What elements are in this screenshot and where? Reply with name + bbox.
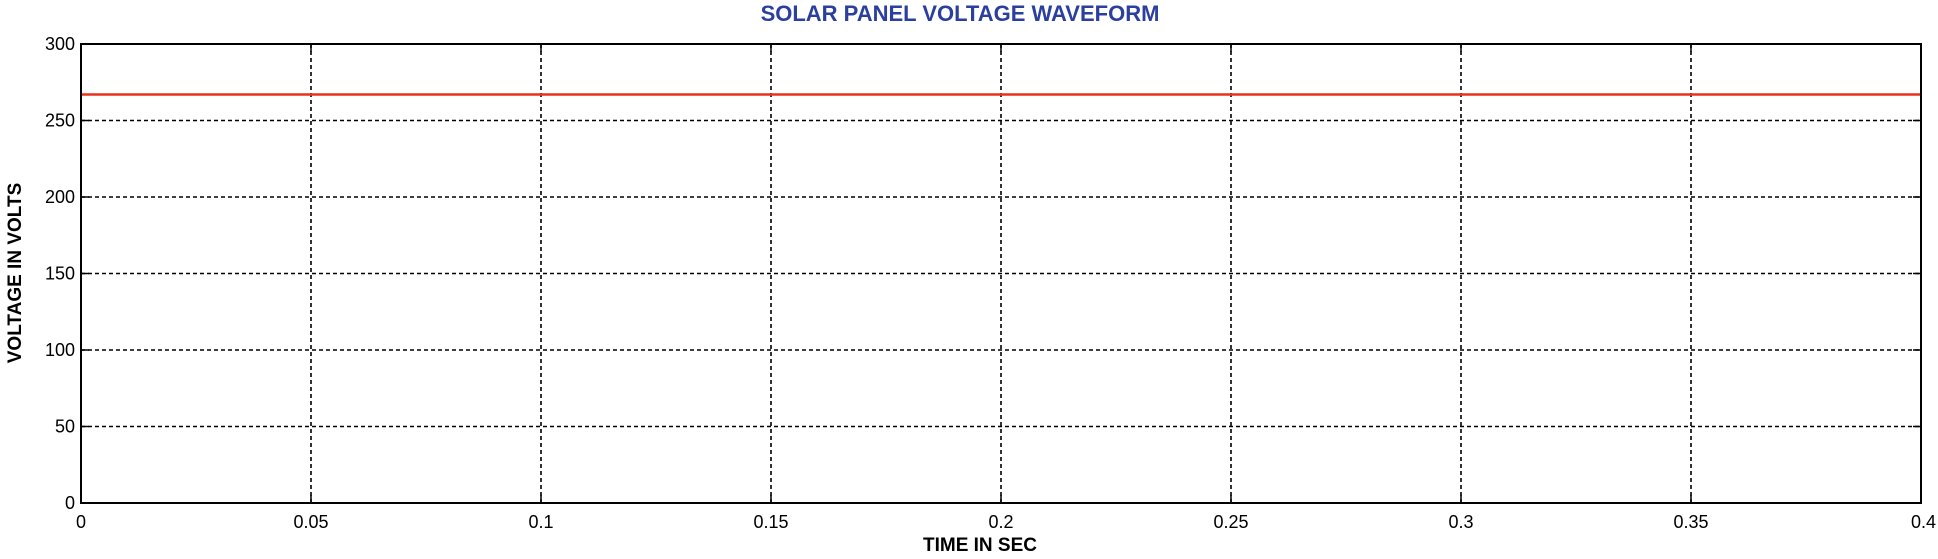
x-axis-title: TIME IN SEC — [923, 535, 1037, 556]
y-tick-label: 150 — [45, 264, 75, 284]
x-tick-label: 0.35 — [1673, 512, 1708, 532]
x-tick-label: 0.25 — [1213, 512, 1248, 532]
grid-lines — [81, 44, 1921, 503]
x-tick-label: 0 — [76, 512, 86, 532]
y-tick-label: 200 — [45, 187, 75, 207]
x-tick-label: 0.3 — [1448, 512, 1473, 532]
x-tick-label: 0.15 — [753, 512, 788, 532]
chart-title: SOLAR PANEL VOLTAGE WAVEFORM — [761, 1, 1160, 26]
y-tick-label: 0 — [65, 493, 75, 513]
x-tick-label: 0.4 — [1911, 512, 1936, 532]
x-tick-label: 0.05 — [293, 512, 328, 532]
y-tick-label: 300 — [45, 34, 75, 54]
y-tick-label: 100 — [45, 340, 75, 360]
y-tick-label: 50 — [55, 417, 75, 437]
y-axis: 0 50 100 150 200 250 300 — [45, 34, 1921, 513]
x-tick-label: 0.1 — [528, 512, 553, 532]
y-axis-title: VOLTAGE IN VOLTS — [5, 183, 26, 364]
y-tick-label: 250 — [45, 111, 75, 131]
x-axis: 0 0.05 0.1 0.15 0.2 0.25 0.3 0.35 0.4 — [76, 44, 1936, 532]
x-tick-label: 0.2 — [988, 512, 1013, 532]
